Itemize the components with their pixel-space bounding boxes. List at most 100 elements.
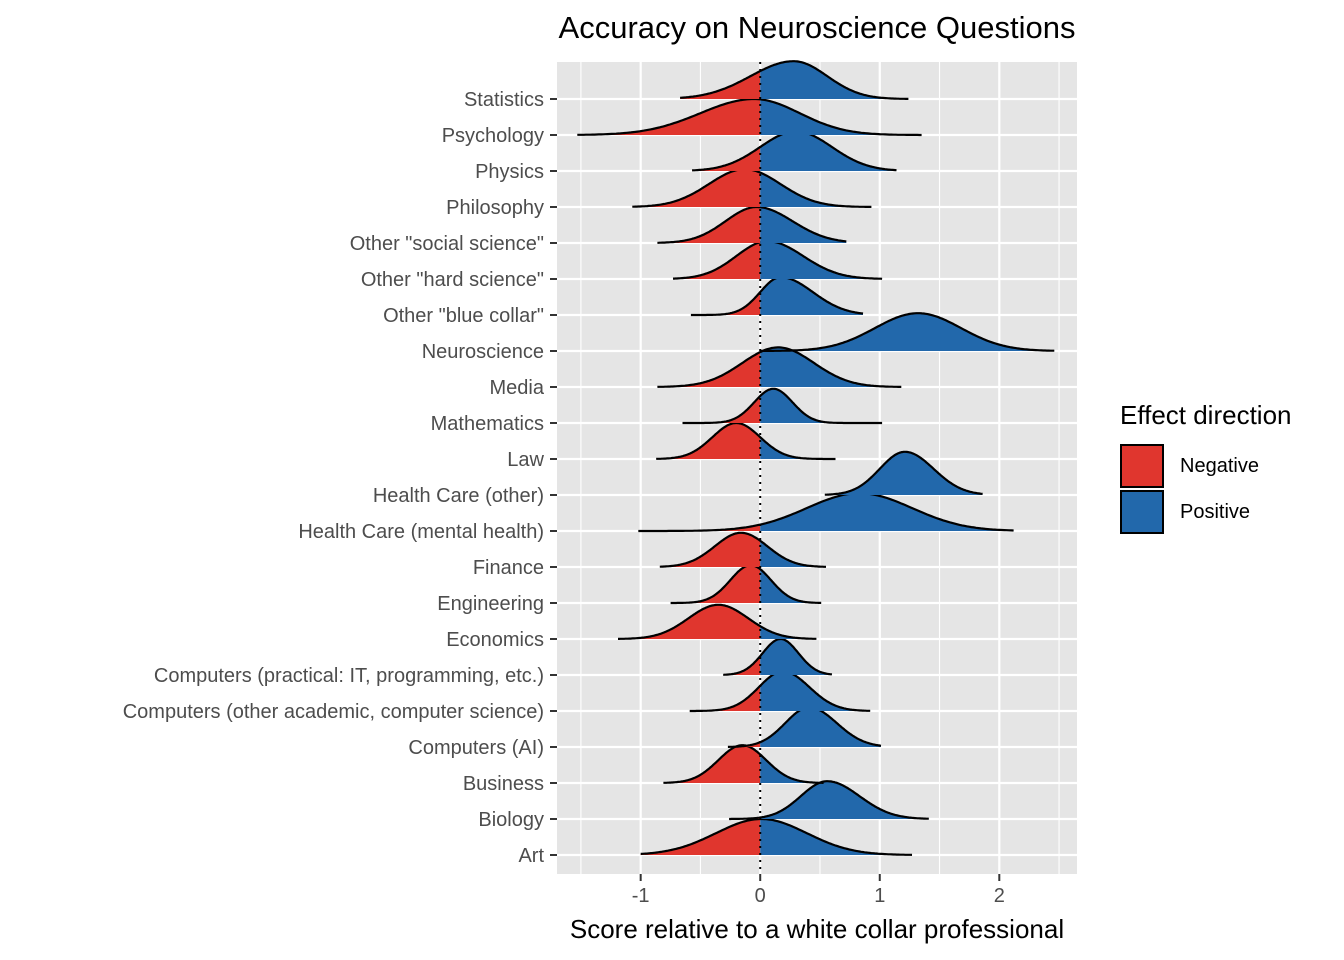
negative-area bbox=[689, 685, 761, 711]
y-tick-label: Other "blue collar" bbox=[383, 305, 544, 327]
y-tick-label: Art bbox=[518, 845, 544, 867]
positive-area bbox=[760, 707, 881, 747]
ridge-biology bbox=[729, 780, 929, 821]
y-tick-label: Computers (practical: IT, programming, e… bbox=[154, 665, 544, 687]
density-outline bbox=[657, 205, 847, 244]
ridges bbox=[577, 60, 1055, 856]
positive-area bbox=[760, 819, 913, 855]
y-tick-label: Neuroscience bbox=[422, 341, 544, 363]
y-tick-label: Computers (AI) bbox=[408, 737, 544, 759]
ridge-media bbox=[657, 346, 902, 388]
density-outline bbox=[656, 421, 836, 461]
y-tick-label: Philosophy bbox=[446, 197, 544, 219]
legend-item-positive: Positive bbox=[1120, 489, 1340, 535]
y-tick-label: Other "social science" bbox=[350, 233, 544, 255]
positive-area bbox=[760, 626, 817, 639]
negative-area bbox=[723, 656, 761, 675]
legend-swatch-positive bbox=[1120, 490, 1164, 534]
density-outline bbox=[824, 450, 983, 496]
density-outline bbox=[682, 387, 883, 425]
positive-area bbox=[760, 754, 824, 783]
positive-area bbox=[760, 347, 902, 387]
density-outline bbox=[680, 60, 909, 100]
density-outline bbox=[659, 531, 826, 568]
positive-area bbox=[760, 781, 929, 819]
positive-area bbox=[760, 131, 897, 171]
positive-area bbox=[760, 277, 864, 315]
y-axis: Statistics Psychology Physics Philosophy Oth… bbox=[123, 89, 557, 867]
density-outline bbox=[657, 346, 902, 388]
positive-area bbox=[760, 241, 883, 279]
y-tick-label: Computers (other academic, computer scie… bbox=[123, 701, 544, 723]
y-tick-label: Health Care (other) bbox=[373, 485, 544, 507]
negative-area bbox=[672, 242, 761, 279]
density-outline bbox=[618, 603, 817, 640]
legend-title: Effect direction bbox=[1120, 400, 1292, 430]
density-outline bbox=[577, 97, 922, 137]
x-tick-label: 0 bbox=[755, 885, 766, 907]
y-tick-label: Media bbox=[490, 377, 545, 399]
chart-title: Accuracy on Neuroscience Questions bbox=[558, 10, 1076, 45]
y-tick-label: Biology bbox=[478, 809, 544, 831]
y-tick-label: Law bbox=[507, 449, 544, 471]
ridge-health-care-mental-health bbox=[638, 492, 1014, 533]
negative-area bbox=[680, 71, 761, 99]
legend-swatch-negative bbox=[1120, 444, 1164, 488]
ridge-computers-practical-it-programming-etc bbox=[723, 637, 833, 676]
ridge-law bbox=[656, 421, 836, 461]
positive-area bbox=[760, 172, 872, 207]
y-tick-label: Finance bbox=[473, 557, 544, 579]
negative-area bbox=[640, 819, 761, 855]
negative-area bbox=[617, 604, 761, 639]
negative-area bbox=[663, 745, 761, 783]
positive-area bbox=[760, 388, 883, 423]
ridge-health-care-other bbox=[824, 450, 983, 496]
x-axis-label: Score relative to a white collar profess… bbox=[569, 914, 1065, 944]
ridge-other-social-science bbox=[657, 205, 847, 244]
positive-area bbox=[760, 313, 1055, 351]
density-outline bbox=[729, 780, 929, 821]
positive-area bbox=[760, 207, 847, 243]
legend-item-negative: Negative bbox=[1120, 443, 1340, 489]
ridge-economics bbox=[617, 603, 817, 640]
x-axis: -1 0 1 2 bbox=[632, 874, 1005, 907]
density-outline bbox=[760, 312, 1055, 353]
ridge-psychology bbox=[577, 97, 922, 137]
y-tick-label: Economics bbox=[446, 629, 544, 651]
ridge-statistics bbox=[680, 60, 909, 100]
negative-area bbox=[670, 565, 761, 603]
x-tick-label: 2 bbox=[994, 885, 1005, 907]
ridge-mathematics bbox=[682, 387, 883, 425]
ridge-neuroscience bbox=[760, 312, 1055, 353]
ridge-art bbox=[640, 817, 913, 856]
positive-area bbox=[760, 569, 822, 603]
positive-area bbox=[760, 639, 832, 675]
legend-label-positive: Positive bbox=[1180, 500, 1251, 523]
positive-area bbox=[760, 61, 909, 99]
negative-area bbox=[632, 169, 761, 207]
density-outline bbox=[638, 492, 1014, 533]
y-tick-label: Engineering bbox=[437, 593, 544, 615]
legend-label-negative: Negative bbox=[1180, 454, 1259, 477]
ridge-finance bbox=[659, 531, 826, 568]
y-tick-label: Mathematics bbox=[431, 413, 544, 435]
density-outline bbox=[640, 817, 913, 856]
x-tick-label: 1 bbox=[874, 885, 885, 907]
y-tick-label: Health Care (mental health) bbox=[298, 521, 544, 543]
y-tick-label: Other "hard science" bbox=[361, 269, 544, 291]
negative-area bbox=[657, 352, 761, 387]
positive-area bbox=[760, 437, 836, 459]
x-tick-label: -1 bbox=[632, 885, 650, 907]
positive-area bbox=[760, 671, 871, 711]
positive-area bbox=[760, 99, 922, 135]
negative-area bbox=[692, 147, 761, 171]
y-tick-label: Psychology bbox=[442, 125, 544, 147]
y-tick-label: Statistics bbox=[464, 89, 544, 111]
legend: Effect direction Negative Positive bbox=[1120, 400, 1340, 535]
positive-area bbox=[760, 540, 826, 567]
y-tick-label: Physics bbox=[475, 161, 544, 183]
negative-area bbox=[659, 532, 761, 567]
positive-area bbox=[760, 493, 1014, 531]
y-tick-label: Business bbox=[463, 773, 544, 795]
